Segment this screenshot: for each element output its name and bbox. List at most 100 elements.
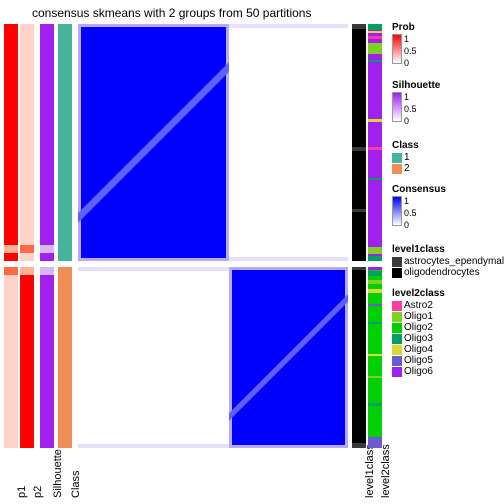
gradient-bar <box>392 34 402 64</box>
stripe <box>368 43 382 54</box>
gradient-wrap: 10.50 <box>392 92 440 126</box>
tick: 0 <box>404 116 417 126</box>
legend-title: Silhouette <box>392 80 440 91</box>
tick: 1 <box>404 34 417 44</box>
silhouette-top <box>40 24 54 261</box>
gradient-labels: 10.50 <box>404 92 417 126</box>
stripe <box>352 267 366 269</box>
legend-consensus: Consensus10.50 <box>392 184 446 230</box>
swatch <box>392 301 402 311</box>
legend-level2class: level2classAstro2Oligo1Oligo2Oligo3Oligo… <box>392 288 445 377</box>
stripe <box>368 354 382 356</box>
class-bottom <box>58 267 72 448</box>
legend-item: oligodendrocytes <box>392 267 504 278</box>
p2-bottom <box>20 267 34 448</box>
p2-label: p2 <box>32 486 44 498</box>
legend-label: Astro2 <box>404 300 433 311</box>
level2class-bottom <box>368 267 382 448</box>
consensus-heatmap-block <box>229 24 348 261</box>
tick: 1 <box>404 196 417 206</box>
accent <box>4 245 18 253</box>
stripe <box>368 267 382 269</box>
plot-title: consensus skmeans with 2 groups from 50 … <box>32 6 311 20</box>
legend-item: Oligo2 <box>392 322 445 333</box>
legend-label: 2 <box>404 163 410 174</box>
legend-title: Consensus <box>392 184 446 195</box>
legend-label: Oligo1 <box>404 311 433 322</box>
p2-top <box>20 24 34 261</box>
silhouette-label: Silhouette <box>52 449 64 498</box>
level2class-label: level2class <box>380 444 392 498</box>
swatch <box>392 323 402 333</box>
swatch <box>392 367 402 377</box>
tick: 0 <box>404 220 417 230</box>
accent <box>20 267 34 274</box>
tick: 0 <box>404 58 417 68</box>
stripe <box>368 322 382 325</box>
stripe <box>368 24 382 30</box>
consensus-heatmap-block <box>229 267 348 448</box>
stripe <box>368 280 382 284</box>
class-label: Class <box>70 470 82 498</box>
stripe <box>352 147 366 151</box>
stripe <box>368 147 382 149</box>
tick: 0.5 <box>404 46 417 56</box>
legend-title: Prob <box>392 22 415 33</box>
p1-label: p1 <box>16 486 28 498</box>
gradient-bar <box>392 92 402 122</box>
tick: 1 <box>404 92 417 102</box>
edge <box>78 444 229 448</box>
swatch <box>392 345 402 355</box>
legend-title: level1class <box>392 244 504 255</box>
stripe <box>368 271 382 276</box>
stripe <box>352 24 366 29</box>
legend-item: 2 <box>392 163 419 174</box>
tick: 0.5 <box>404 208 417 218</box>
stripe <box>368 403 382 406</box>
legend-label: Oligo6 <box>404 366 433 377</box>
consensus-heatmap-block <box>78 24 229 261</box>
diag <box>229 267 348 448</box>
stripe <box>368 36 382 40</box>
stripe <box>368 60 382 62</box>
accent <box>4 267 18 274</box>
swatch <box>392 153 402 163</box>
diag <box>78 24 229 261</box>
legend-silhouette: Silhouette10.50 <box>392 80 440 126</box>
legend-label: 1 <box>404 152 410 163</box>
stripe <box>368 31 382 33</box>
legend-label: oligodendrocytes <box>404 267 480 278</box>
gradient-labels: 10.50 <box>404 34 417 68</box>
accent <box>40 267 54 274</box>
legend-item: Oligo3 <box>392 333 445 344</box>
class-top <box>58 24 72 261</box>
level1class-label: level1class <box>364 444 376 498</box>
legend-prob: Prob10.50 <box>392 22 415 68</box>
legend-label: Oligo2 <box>404 322 433 333</box>
legend-item: Oligo4 <box>392 344 445 355</box>
gradient-wrap: 10.50 <box>392 196 446 230</box>
edge <box>78 267 229 271</box>
stripe <box>368 119 382 122</box>
accent <box>40 245 54 253</box>
legend-label: Oligo3 <box>404 333 433 344</box>
accent <box>20 245 34 253</box>
edge <box>229 257 348 261</box>
legend-item: Oligo6 <box>392 366 445 377</box>
gradient-bar <box>392 196 402 226</box>
legend-label: Oligo4 <box>404 344 433 355</box>
legend-title: level2class <box>392 288 445 299</box>
legend-item: 1 <box>392 152 419 163</box>
level1class-top <box>352 24 366 261</box>
legend-item: astrocytes_ependymal <box>392 256 504 267</box>
stripe <box>368 178 382 180</box>
p1-top <box>4 24 18 261</box>
swatch <box>392 312 402 322</box>
legend-item: Astro2 <box>392 300 445 311</box>
legend-title: Class <box>392 140 419 151</box>
tick: 0.5 <box>404 104 417 114</box>
stripe <box>368 256 382 262</box>
silhouette-bottom <box>40 267 54 448</box>
legend-label: Oligo5 <box>404 355 433 366</box>
gradient-labels: 10.50 <box>404 196 417 230</box>
